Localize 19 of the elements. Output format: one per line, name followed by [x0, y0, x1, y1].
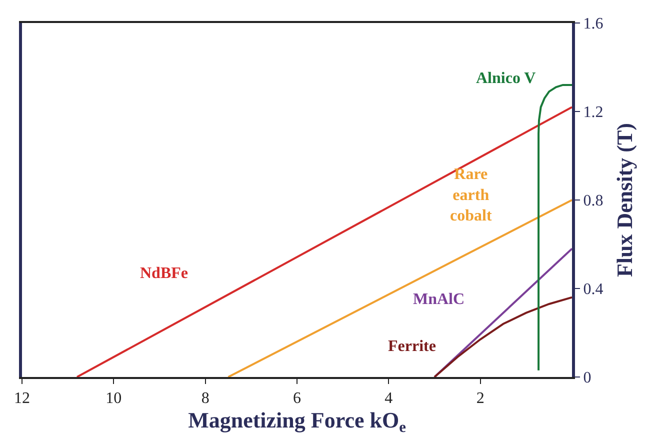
y-tick-label: 0.4	[583, 281, 604, 298]
y-tick-label: 1.6	[583, 16, 604, 33]
series-label: NdBFe	[140, 265, 188, 282]
series-label: Rare earth cobalt	[450, 166, 492, 225]
x-tick-label: 2	[476, 390, 484, 408]
series-label: Ferrite	[388, 338, 436, 355]
line-series	[538, 84, 572, 372]
x-tick-label: 8	[201, 390, 210, 408]
y-tick-label: 0	[583, 370, 592, 387]
x-tick-label: 10	[106, 390, 122, 408]
y-tick-label: 0.8	[583, 192, 604, 210]
x-tick-label: 4	[384, 390, 393, 408]
x-axis-title: Magnetizing Force kO$_{e}$	[188, 408, 406, 436]
y-tick-label: 1.2	[583, 104, 604, 122]
series-label: Alnico V	[476, 70, 536, 87]
series-label: MnAlC	[413, 291, 465, 308]
x-tick-label: 6	[293, 390, 301, 408]
x-tick-label: 12	[14, 390, 30, 408]
y-axis-title: Flux Density (T)	[612, 123, 638, 277]
